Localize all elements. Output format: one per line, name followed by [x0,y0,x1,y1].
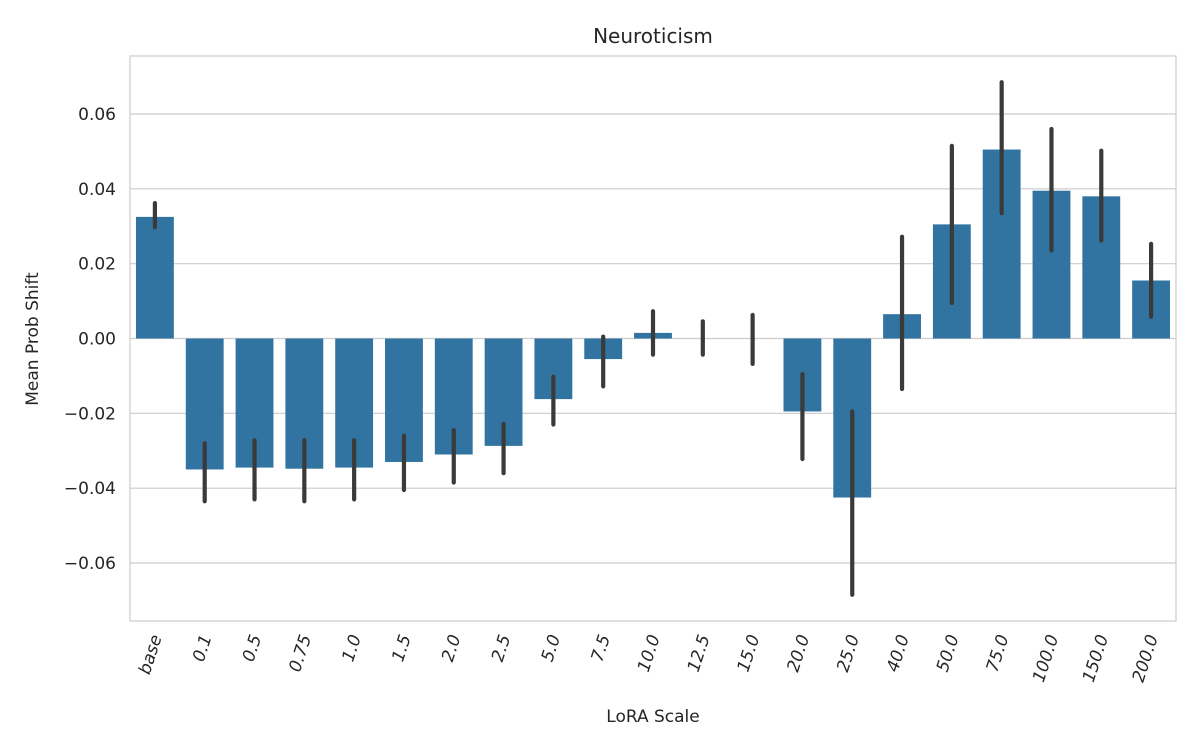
x-tick-label: 0.5 [239,632,266,664]
x-tick-label: 5.0 [538,632,565,664]
y-tick-label: 0.04 [78,180,116,200]
x-tick-label: 100.0 [1029,632,1063,684]
x-tick-label: 1.0 [339,632,366,664]
plot-frame [129,55,1177,622]
x-tick-label: 200.0 [1129,632,1163,684]
y-tick-label: −0.04 [64,479,116,499]
x-axis-label: LoRA Scale [606,707,699,727]
y-axis-label: Mean Prob Shift [23,272,43,406]
y-tick-label: 0.06 [78,105,116,125]
y-tick-label: −0.06 [64,554,116,574]
x-tick-label: 10.0 [634,632,665,674]
error-bars [152,80,1154,597]
y-tick-label: −0.02 [64,404,116,424]
x-tick-label: 0.75 [285,632,316,674]
x-tick-label: 1.5 [388,632,415,664]
x-tick-label: 12.5 [684,632,715,674]
x-tick-label: 50.0 [933,632,964,674]
x-tick-label: 20.0 [783,632,814,674]
y-axis-ticks: −0.06 −0.04 −0.02 0.00 0.02 0.04 0.06 [64,105,116,574]
x-tick-label: 2.0 [438,632,465,664]
y-tick-label: 0.00 [78,330,116,350]
x-tick-label: 2.5 [488,632,515,664]
x-tick-label: 15.0 [734,632,765,674]
chart-title: Neuroticism [593,24,713,48]
x-tick-label: base [135,632,167,677]
y-tick-label: 0.02 [78,255,116,275]
x-tick-label: 75.0 [983,632,1014,674]
x-tick-label: 0.1 [189,632,216,664]
x-axis-ticks: base 0.1 0.5 0.75 1.0 1.5 2.0 2.5 5.0 7.5 10.0 12.5… [135,632,1163,684]
x-tick-label: 150.0 [1079,632,1113,684]
x-tick-label: 7.5 [588,632,615,664]
x-tick-label: 40.0 [883,632,914,674]
bar [135,216,174,339]
x-tick-label: 25.0 [833,632,864,674]
